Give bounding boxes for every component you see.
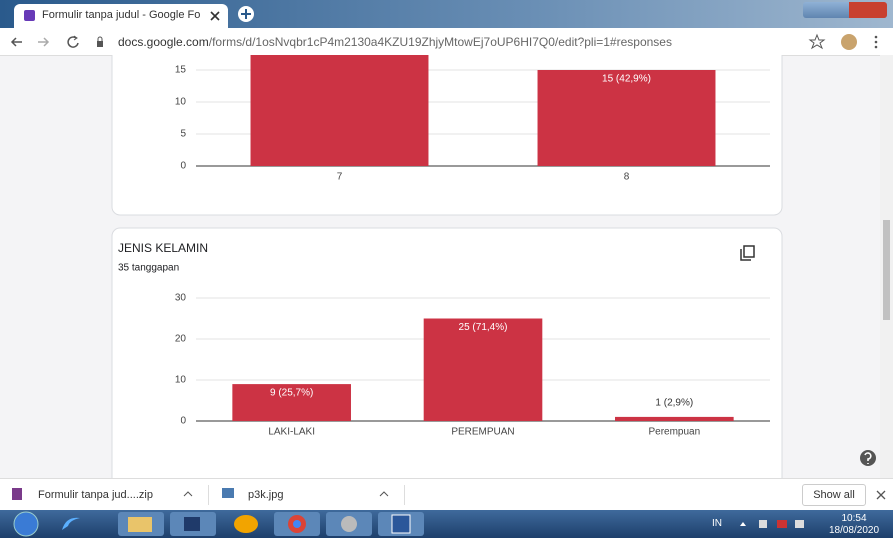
value-label: 9 (25,7%) xyxy=(270,388,313,399)
tab[interactable]: Formulir tanpa judul - Google Fo xyxy=(14,4,228,28)
tab-close[interactable] xyxy=(210,11,220,21)
window-controls xyxy=(803,2,887,18)
x-tick-label: 8 xyxy=(624,172,630,183)
x-tick-label: PEREMPUAN xyxy=(451,427,514,438)
new-tab[interactable] xyxy=(236,5,256,23)
y-tick-label: 10 xyxy=(175,375,187,386)
x-tick-label: 7 xyxy=(337,172,343,183)
bar xyxy=(615,417,734,421)
download-menu[interactable] xyxy=(379,490,389,498)
tab-bar: Formulir tanpa judul - Google Fo xyxy=(0,0,893,28)
value-label: 1 (2,9%) xyxy=(655,398,693,409)
address-bar: docs.google.com/forms/d/1osNvqbr1cP4m213… xyxy=(0,28,893,56)
bar xyxy=(251,55,429,166)
bar xyxy=(424,319,543,422)
language[interactable]: IN xyxy=(712,518,722,529)
url-path[interactable]: /forms/d/1osNvqbr1cP4m2130a4KZU19ZhjyMto… xyxy=(209,35,672,49)
value-label: 25 (71,4%) xyxy=(459,322,508,333)
taskbar-apps[interactable] xyxy=(0,510,430,538)
show-all[interactable]: Show all xyxy=(802,484,866,506)
x-tick-label: LAKI-LAKI xyxy=(268,427,315,438)
y-tick-label: 20 xyxy=(175,334,187,345)
download-item[interactable]: p3k.jpg xyxy=(248,489,283,501)
clock-date: 18/08/2020 xyxy=(826,525,882,536)
nav-buttons[interactable] xyxy=(10,34,110,50)
close-downloads[interactable] xyxy=(876,490,886,500)
url-host[interactable]: docs.google.com xyxy=(118,35,209,49)
file-icon xyxy=(222,488,234,498)
scroll-thumb[interactable] xyxy=(883,220,890,320)
taskbar: IN 10:54 18/08/2020 xyxy=(0,510,893,538)
download-item[interactable]: Formulir tanpa jud....zip xyxy=(38,489,153,501)
help-button[interactable] xyxy=(860,450,876,466)
toolbar-icons[interactable] xyxy=(808,32,888,52)
tab-icon xyxy=(24,10,35,21)
clock-time: 10:54 xyxy=(832,513,876,524)
value-label: 15 (42,9%) xyxy=(602,74,651,85)
y-tick-label: 0 xyxy=(180,161,186,172)
file-icon xyxy=(12,488,22,500)
download-menu[interactable] xyxy=(183,490,193,498)
card-title: JENIS KELAMIN xyxy=(118,241,208,255)
download-bar: Formulir tanpa jud....zip p3k.jpg Show a… xyxy=(0,478,893,511)
tray-icons[interactable] xyxy=(735,517,805,531)
window-close[interactable] xyxy=(849,2,887,18)
y-tick-label: 0 xyxy=(180,416,186,427)
content: JENIS KELAMIN 35 tanggapan 0 5 10 15 7 8 15 (4… xyxy=(0,55,893,478)
x-tick-label: Perempuan xyxy=(648,427,700,438)
y-tick-label: 15 xyxy=(175,65,187,76)
card-subtitle: 35 tanggapan xyxy=(118,263,179,274)
y-tick-label: 30 xyxy=(175,293,187,304)
tab-title: Formulir tanpa judul - Google Fo xyxy=(42,9,200,21)
y-tick-label: 10 xyxy=(175,97,187,108)
page: Formulir tanpa judul - Google Fo docs.go… xyxy=(0,0,893,538)
y-tick-label: 5 xyxy=(180,129,186,140)
